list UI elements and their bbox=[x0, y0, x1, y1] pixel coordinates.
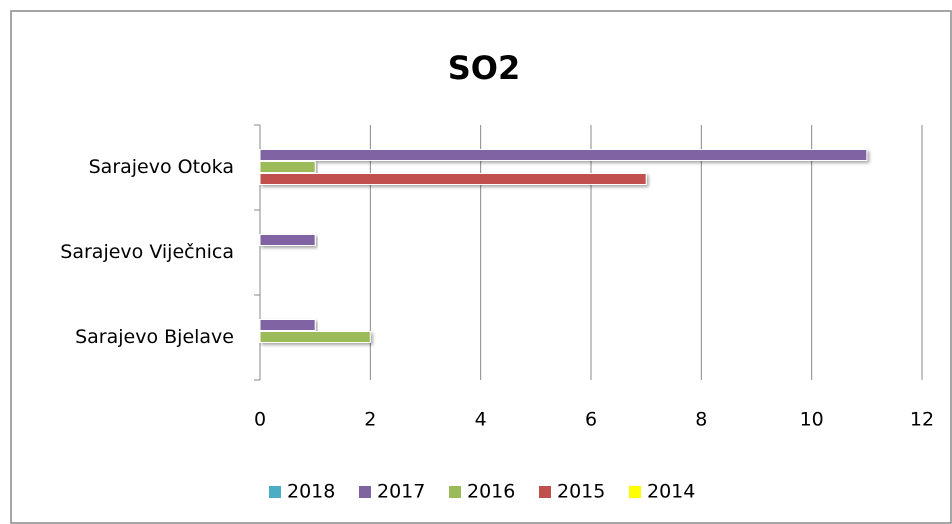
x-tick-label: 2 bbox=[364, 409, 376, 431]
bar bbox=[259, 234, 316, 246]
legend-label: 2014 bbox=[647, 481, 695, 503]
x-tick-label: 8 bbox=[695, 409, 707, 431]
legend-swatch bbox=[359, 486, 371, 498]
legend-swatch bbox=[269, 486, 281, 498]
x-tick-label: 0 bbox=[254, 409, 266, 431]
y-tick-label: Sarajevo Otoka bbox=[89, 156, 234, 178]
y-tick-label: Sarajevo Viječnica bbox=[60, 241, 234, 263]
bar bbox=[259, 319, 316, 331]
x-tick-label: 12 bbox=[910, 409, 934, 431]
legend-swatch bbox=[539, 486, 551, 498]
legend-swatch bbox=[449, 486, 461, 498]
bar bbox=[259, 173, 647, 185]
legend-label: 2016 bbox=[467, 481, 515, 503]
legend-label: 2018 bbox=[287, 481, 335, 503]
bar bbox=[259, 331, 371, 343]
x-tick-label: 6 bbox=[585, 409, 597, 431]
bar bbox=[259, 161, 316, 173]
bar bbox=[259, 149, 868, 161]
x-tick-label: 4 bbox=[475, 409, 487, 431]
legend-swatch bbox=[629, 486, 641, 498]
legend-label: 2015 bbox=[557, 481, 605, 503]
x-tick-label: 10 bbox=[800, 409, 824, 431]
chart-title: SO2 bbox=[448, 49, 521, 87]
legend-label: 2017 bbox=[377, 481, 425, 503]
y-tick-label: Sarajevo Bjelave bbox=[75, 326, 234, 348]
